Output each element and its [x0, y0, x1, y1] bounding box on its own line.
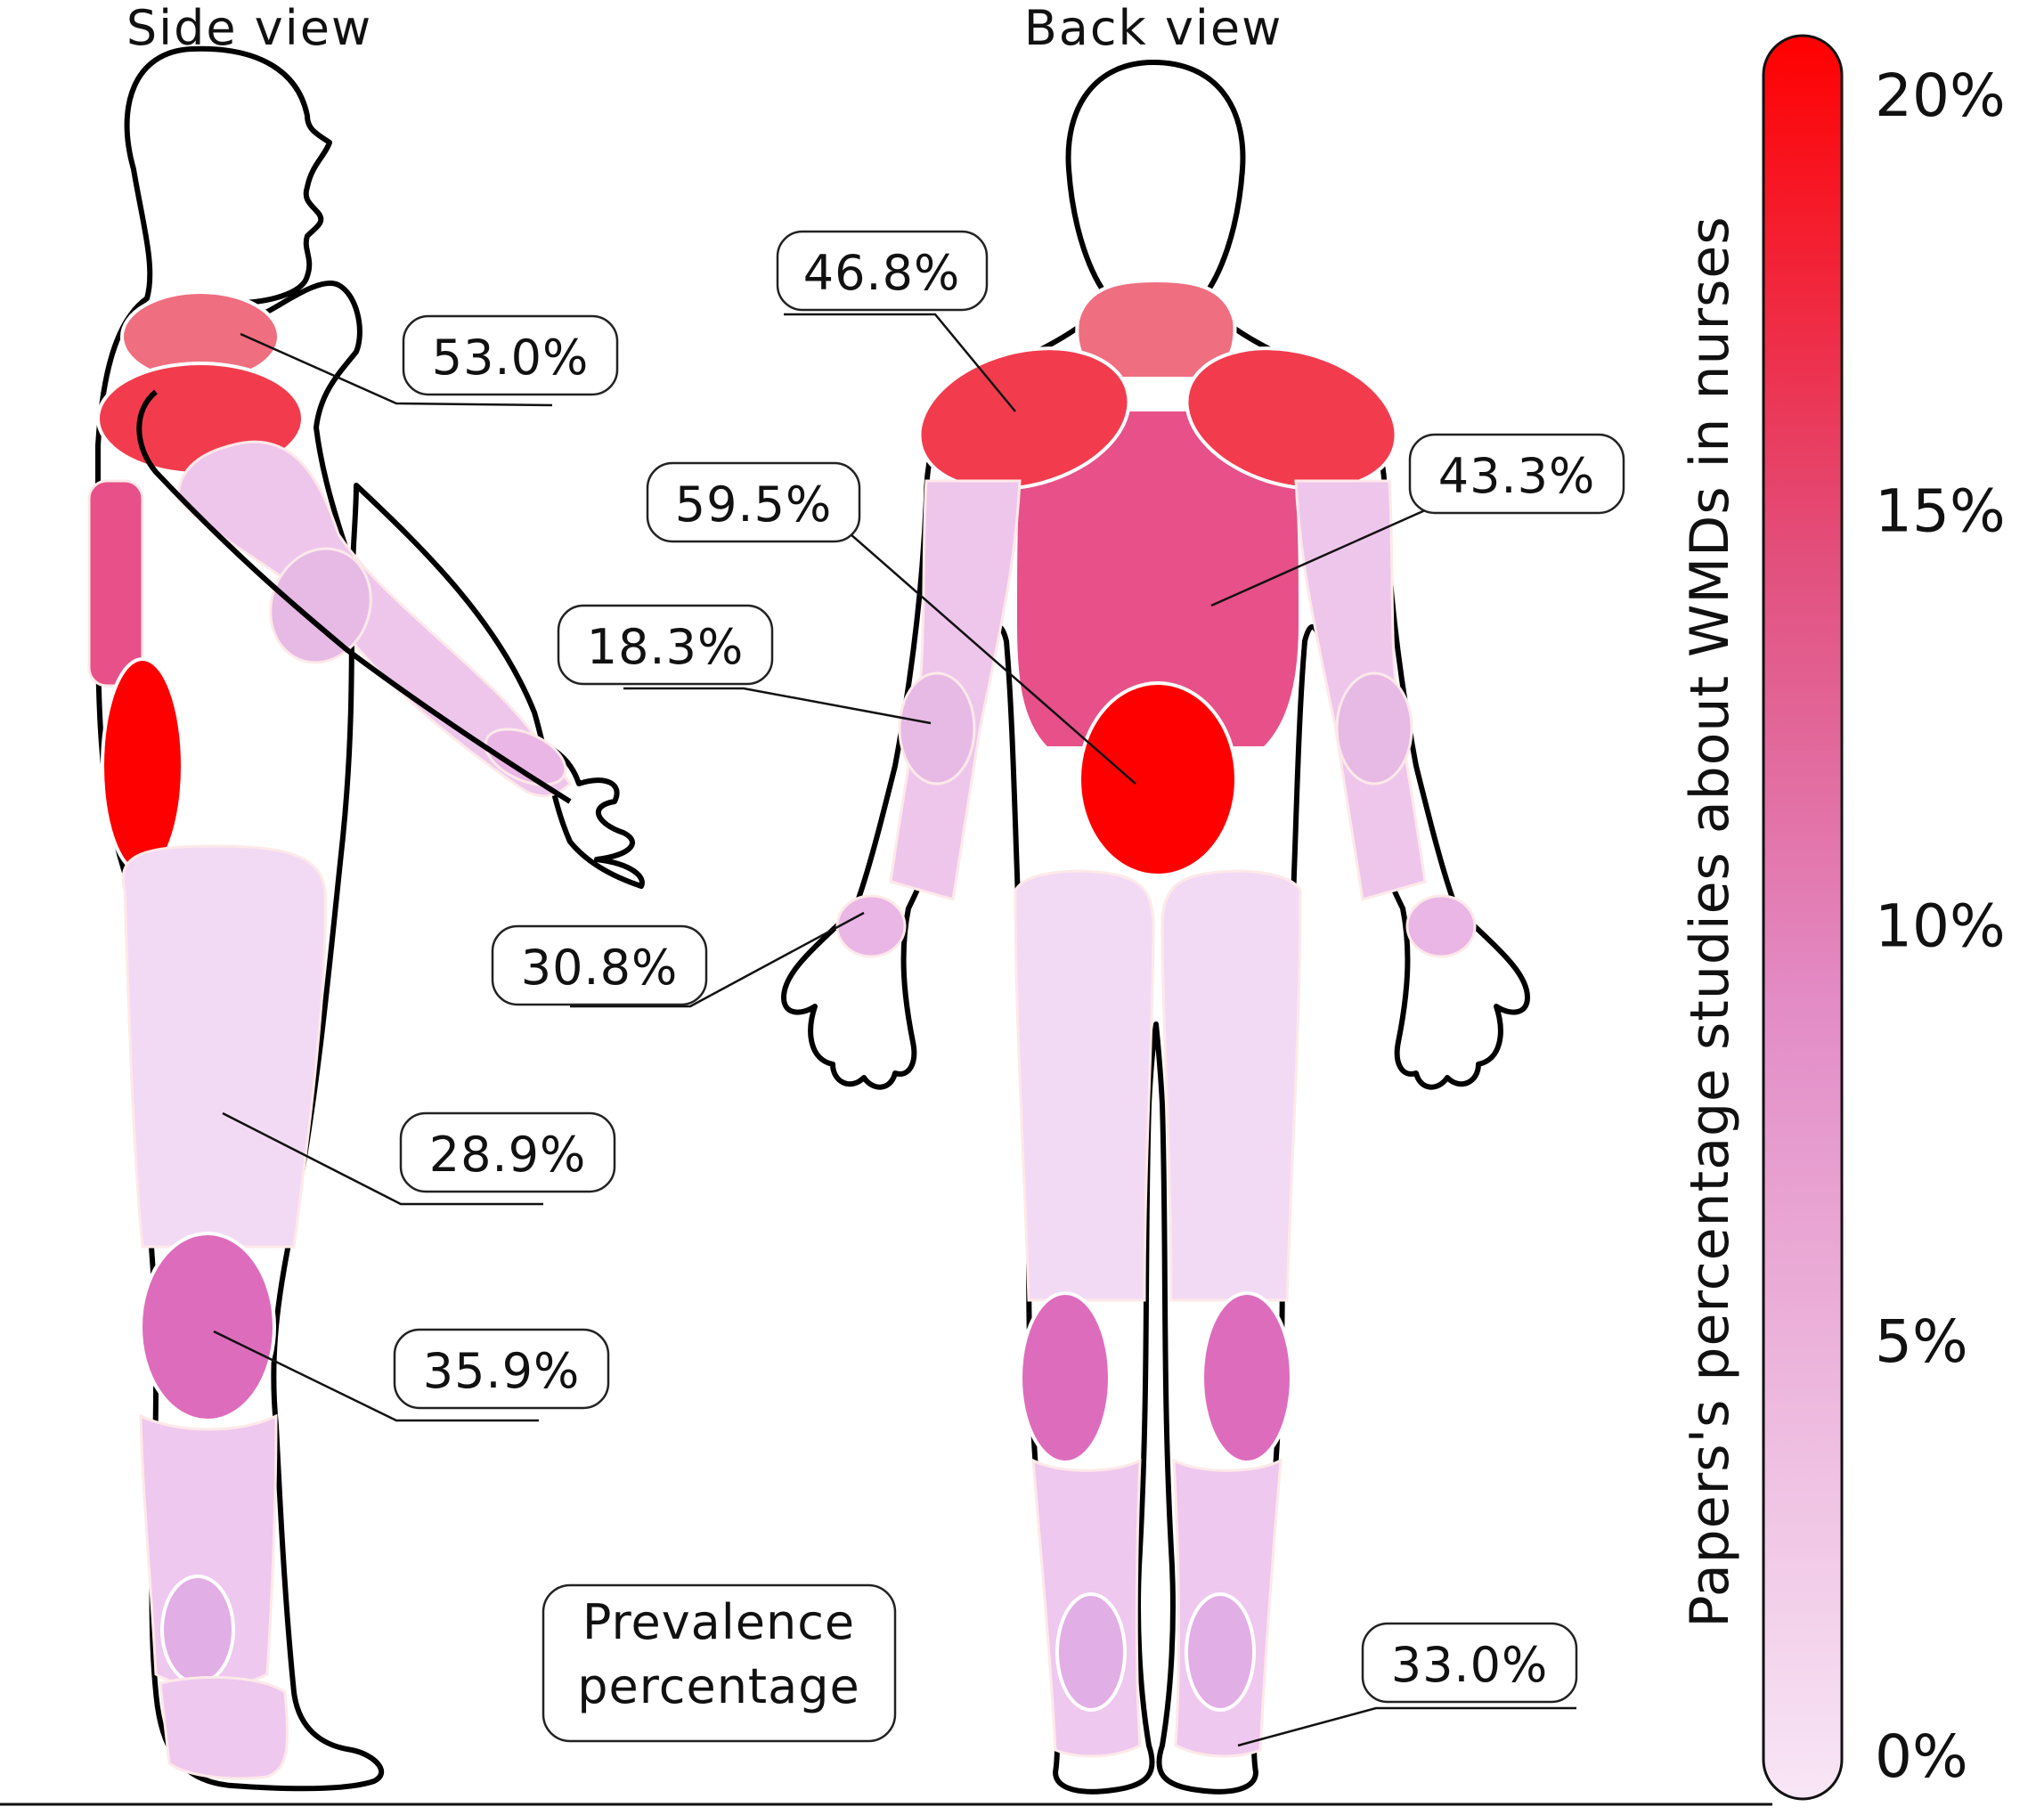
color-scale-tick-5: 5%: [1875, 1307, 1968, 1376]
side-upper-back-region: [87, 479, 144, 688]
color-scale-bar: [1762, 34, 1844, 1801]
legend-line-2: percentage: [577, 1658, 859, 1714]
color-scale: Papers's percentage studies about WMDs i…: [1679, 34, 2006, 1801]
leader-thighs: [222, 1111, 543, 1206]
color-scale-tick-15: 15%: [1875, 476, 2006, 545]
back-view-figure: [781, 60, 1530, 1795]
callout-shoulders: 46.8%: [776, 230, 989, 312]
side-arm-outline: [136, 389, 572, 804]
leader-neck: [240, 332, 553, 407]
back-left-elbow-region: [898, 671, 976, 785]
legend-line-1: Prevalence: [582, 1594, 855, 1650]
callout-wrists: 30.8%: [491, 924, 708, 1006]
callout-knees-value: 35.9%: [423, 1343, 581, 1399]
color-scale-tick-20: 20%: [1875, 61, 2006, 130]
side-wrist-region: [484, 728, 567, 786]
side-view-title: Side view: [126, 0, 372, 56]
side-foot-region: [159, 1675, 289, 1780]
color-scale-ticks: 20% 15% 10% 5% 0%: [1875, 61, 2006, 1791]
callout-thighs: 28.9%: [399, 1111, 616, 1193]
back-lower-back-region: [1078, 681, 1238, 877]
side-view-figure: [87, 45, 645, 1792]
back-right-thigh-region: [1160, 869, 1302, 1302]
back-left-knee-region: [1019, 1291, 1112, 1464]
callout-lower-back-value: 59.5%: [675, 476, 833, 533]
side-thigh-region: [121, 844, 327, 1249]
prevalence-legend-box: Prevalence percentage: [542, 1583, 897, 1743]
callout-lower-back: 59.5%: [646, 461, 861, 543]
back-left-ankle-region: [1055, 1592, 1127, 1712]
callout-neck-value: 53.0%: [432, 330, 590, 386]
callout-upper-back-value: 43.3%: [1438, 448, 1596, 504]
back-left-shoulder-region: [917, 346, 1131, 491]
callout-ankles: 33.0%: [1361, 1622, 1578, 1704]
back-right-ankle-region: [1185, 1592, 1256, 1712]
back-right-shoulder-region: [1185, 346, 1398, 491]
back-right-wrist-region: [1405, 894, 1477, 958]
callout-neck: 53.0%: [402, 314, 619, 396]
back-right-knee-region: [1201, 1291, 1293, 1464]
color-scale-title: Papers's percentage studies about WMDs i…: [1679, 216, 1741, 1627]
callout-thighs-value: 28.9%: [429, 1127, 587, 1183]
leader-shoulders: [784, 313, 1016, 412]
leader-knees: [213, 1330, 539, 1422]
back-right-elbow-region: [1335, 671, 1413, 785]
leader-ankles: [1237, 1706, 1576, 1747]
callout-knees: 35.9%: [393, 1328, 610, 1410]
side-lower-back-region: [101, 657, 184, 875]
callout-shoulders-value: 46.8%: [803, 245, 961, 301]
back-left-wrist-region: [835, 894, 907, 958]
back-left-thigh-region: [1014, 869, 1155, 1302]
leader-elbows: [623, 687, 932, 725]
side-knee-region: [139, 1232, 276, 1422]
callout-elbows: 18.3%: [557, 604, 774, 686]
color-scale-tick-10: 10%: [1875, 892, 2006, 961]
callout-elbows-value: 18.3%: [587, 619, 745, 675]
back-view-title: Back view: [1024, 0, 1283, 56]
color-scale-tick-0: 0%: [1875, 1722, 1968, 1791]
callout-upper-back: 43.3%: [1408, 433, 1625, 515]
callout-ankles-value: 33.0%: [1391, 1637, 1549, 1693]
leader-wrists: [570, 911, 865, 1008]
callout-wrists-value: 30.8%: [521, 940, 679, 996]
side-ankle-region: [160, 1575, 235, 1685]
